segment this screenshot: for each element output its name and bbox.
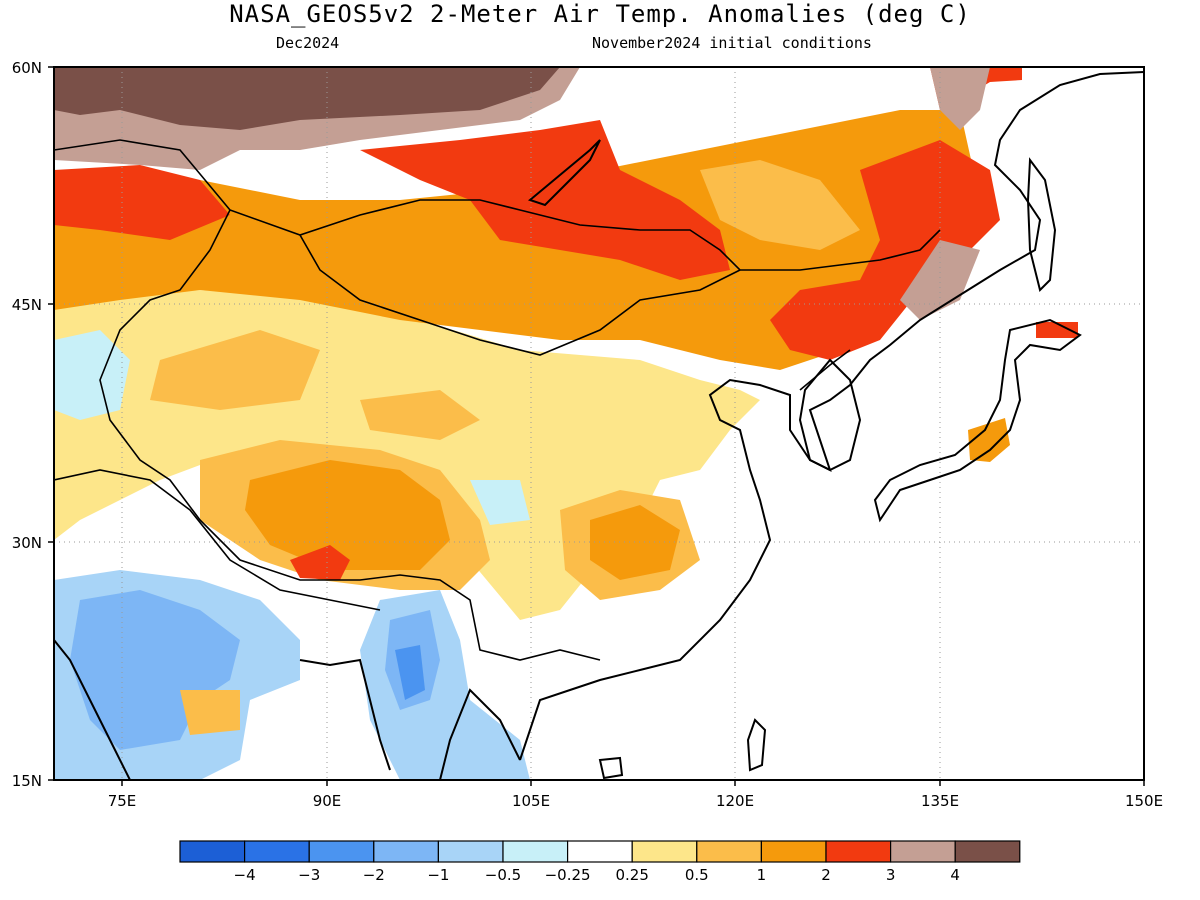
colorbar-label: 3	[886, 866, 896, 884]
colorbar-swatch	[308, 840, 375, 863]
colorbar-label: −1	[427, 866, 449, 884]
lat-label: 45N	[12, 296, 42, 314]
anomaly-region-red	[1036, 322, 1078, 338]
colorbar-label: −4	[234, 866, 256, 884]
coastlines	[54, 71, 1144, 780]
anomaly-region-cool-strong	[395, 645, 425, 700]
anomaly-region-red	[54, 165, 230, 240]
map-frame	[53, 66, 1145, 781]
colorbar-swatch	[954, 840, 1021, 863]
colorbar-swatch	[373, 840, 439, 863]
lat-label: 60N	[12, 59, 42, 77]
anomaly-region-cyan	[470, 480, 530, 525]
chart-title: NASA_GEOS5v2 2-Meter Air Temp. Anomalies…	[229, 0, 971, 28]
colorbar-swatch	[502, 840, 569, 863]
anomaly-region-tibet-core	[245, 460, 450, 570]
colorbar-label: −0.5	[485, 866, 521, 884]
axis-ticks	[48, 66, 1145, 786]
colorbar-swatch	[889, 840, 956, 863]
anomaly-region-light-orange	[700, 160, 860, 250]
colorbar-swatch	[760, 840, 827, 863]
colorbar-label: 2	[821, 866, 831, 884]
lon-label: 120E	[716, 792, 754, 810]
anomaly-region-red	[770, 140, 1000, 360]
borders	[54, 139, 941, 661]
colorbar-label: −0.25	[545, 866, 591, 884]
anomaly-region-light-orange	[360, 390, 480, 440]
lon-label: 105E	[512, 792, 550, 810]
lon-label: 150E	[1125, 792, 1163, 810]
anomaly-region-brown	[54, 67, 560, 130]
anomaly-region-cool-mid	[70, 590, 240, 750]
colorbar-swatch	[566, 840, 633, 863]
colorbar-swatch	[244, 840, 310, 863]
lon-label: 135E	[921, 792, 959, 810]
colorbar-swatch	[631, 840, 698, 863]
colorbar-label: 0.25	[615, 866, 648, 884]
anomaly-region-rose	[930, 67, 990, 130]
colorbar-label: 1	[757, 866, 767, 884]
lat-label: 30N	[12, 534, 42, 552]
anomaly-region-rose	[900, 240, 980, 320]
init-conditions-label: November2024 initial conditions	[592, 34, 872, 52]
colorbar-label: −2	[363, 866, 385, 884]
anomaly-region-red	[360, 120, 730, 280]
lon-label: 75E	[108, 792, 137, 810]
colorbar-swatch	[696, 840, 762, 863]
colorbar: −4 −3 −2 −1 −0.5 −0.25 0.25 0.5 1 2 3 4	[179, 840, 1021, 884]
gridlines	[54, 67, 1144, 780]
colorbar-swatch	[825, 840, 892, 863]
valid-month-label: Dec2024	[276, 34, 340, 52]
colorbar-swatch	[437, 840, 504, 863]
anomaly-region-japan	[968, 418, 1010, 462]
colorbar-label: 0.5	[685, 866, 709, 884]
anomaly-field	[54, 67, 1144, 780]
anomaly-region-light-orange	[150, 330, 320, 410]
colorbar-label: 4	[950, 866, 960, 884]
anomaly-region-tibet-hot	[290, 545, 350, 580]
colorbar-label: −3	[298, 866, 320, 884]
lat-label: 15N	[12, 772, 42, 790]
lon-label: 90E	[313, 792, 342, 810]
anomaly-region-cool	[180, 690, 240, 735]
colorbar-swatch	[179, 840, 246, 863]
